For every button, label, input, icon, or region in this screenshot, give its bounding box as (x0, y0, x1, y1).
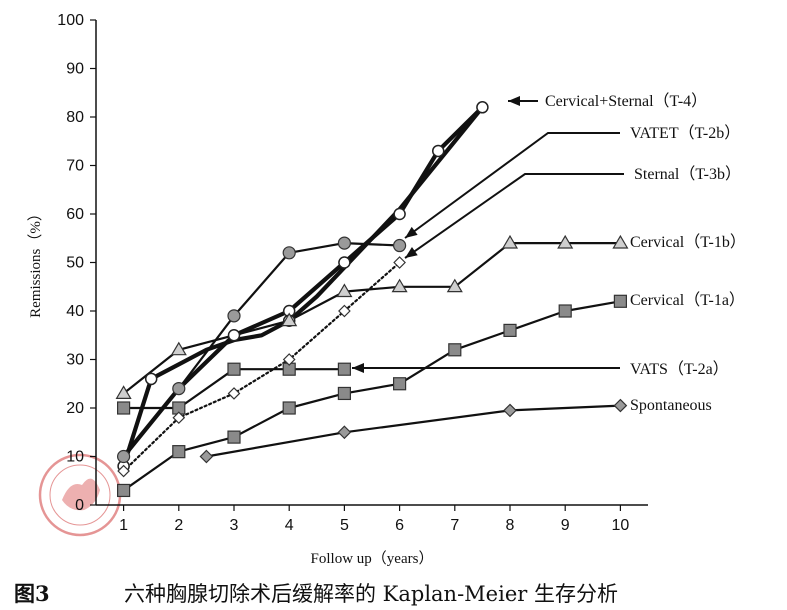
data-point (393, 256, 406, 269)
series-label: Cervical（T-1b） (630, 233, 746, 251)
y-tick-label: 40 (66, 303, 84, 320)
series-line (122, 242, 401, 458)
data-point (501, 234, 519, 249)
data-point (116, 401, 131, 415)
x-tick-label: 7 (450, 517, 459, 534)
data-point (282, 246, 296, 260)
series-label: Cervical（T-1a） (630, 291, 745, 309)
data-point (281, 312, 298, 327)
y-tick-label: 70 (66, 158, 84, 175)
y-tick-label: 0 (75, 497, 84, 514)
label-arrow-head (405, 226, 418, 238)
y-tick-label: 90 (66, 61, 84, 78)
data-point (337, 236, 351, 250)
data-point (612, 234, 629, 249)
data-point (338, 304, 351, 318)
figure-caption: 六种胸腺切除术后缓解率的 Kaplan-Meier 生存分析 (124, 582, 618, 606)
series-label: VATET（T-2b） (630, 124, 740, 142)
y-tick-label: 50 (66, 255, 84, 272)
y-ticks: 0 10 20 30 40 50 60 70 80 90 100 (57, 12, 96, 514)
series-line (121, 105, 485, 459)
x-axis-title: Follow up（years） (311, 550, 434, 567)
x-tick-label: 9 (561, 517, 570, 534)
data-point (227, 430, 241, 444)
series-label: Spontaneous (630, 397, 712, 414)
data-point (227, 387, 241, 400)
x-tick-label: 1 (119, 517, 128, 534)
data-point (393, 207, 406, 221)
y-axis-title: Remissions（%） (27, 206, 44, 318)
data-point (503, 403, 517, 418)
label-leader-line (404, 132, 620, 239)
data-point (227, 362, 241, 376)
y-tick-label: 30 (66, 352, 84, 369)
data-point (199, 449, 214, 464)
data-point (172, 411, 186, 425)
series-label: Cervical+Sternal（T-4） (545, 92, 707, 110)
watermark-seal (38, 453, 122, 537)
x-tick-label: 3 (230, 517, 239, 534)
data-point (337, 362, 351, 376)
series-line (122, 300, 622, 492)
label-arrow-head (508, 96, 520, 106)
data-point (117, 464, 130, 478)
data-point (282, 401, 296, 415)
data-point (338, 256, 351, 269)
y-tick-label: 10 (66, 449, 84, 466)
data-point (170, 341, 187, 356)
data-point (393, 238, 407, 253)
label-leader-line (404, 173, 624, 259)
data-point (337, 425, 352, 440)
data-point (172, 382, 186, 396)
data-point (144, 372, 158, 386)
data-point (613, 398, 628, 413)
series-line (205, 404, 622, 458)
y-tick-label: 100 (57, 12, 84, 29)
data-point (557, 234, 574, 249)
label-arrow-head (405, 247, 418, 258)
data-point (282, 353, 296, 366)
data-point (446, 278, 463, 293)
x-tick-label: 10 (612, 517, 630, 534)
y-tick-label: 20 (66, 400, 84, 417)
data-point (391, 278, 408, 293)
data-point (115, 385, 132, 399)
data-point (558, 304, 572, 318)
data-point (336, 283, 353, 298)
series-label: Sternal（T-3b） (634, 165, 741, 183)
data-point (503, 323, 517, 337)
series-line (121, 105, 485, 469)
series-label: VATS（T-2a） (630, 360, 729, 378)
data-point (448, 343, 462, 357)
x-ticks: 1 2 3 4 5 6 7 8 9 10 (119, 505, 629, 534)
label-arrow-head (352, 363, 364, 373)
data-point (613, 294, 628, 308)
data-point (337, 386, 351, 401)
data-point (227, 329, 241, 342)
data-point (227, 309, 241, 323)
x-tick-label: 6 (395, 517, 404, 534)
data-point (476, 101, 489, 114)
x-tick-label: 2 (174, 517, 183, 534)
y-tick-label: 60 (66, 206, 84, 223)
x-tick-label: 4 (285, 517, 294, 534)
y-tick-label: 80 (66, 109, 84, 126)
data-point (116, 449, 131, 464)
data-point (116, 483, 131, 498)
x-tick-label: 5 (340, 517, 349, 534)
x-tick-label: 8 (506, 517, 515, 534)
data-point (431, 144, 445, 158)
series-markers (115, 101, 629, 498)
series-labels: Cervical+Sternal（T-4） VATET（T-2b） Sternal（… (352, 92, 746, 414)
series-lines (121, 105, 622, 492)
data-point (172, 445, 186, 459)
series-line (122, 261, 401, 473)
figure-number: 图3 (14, 581, 50, 606)
data-point (393, 377, 407, 391)
